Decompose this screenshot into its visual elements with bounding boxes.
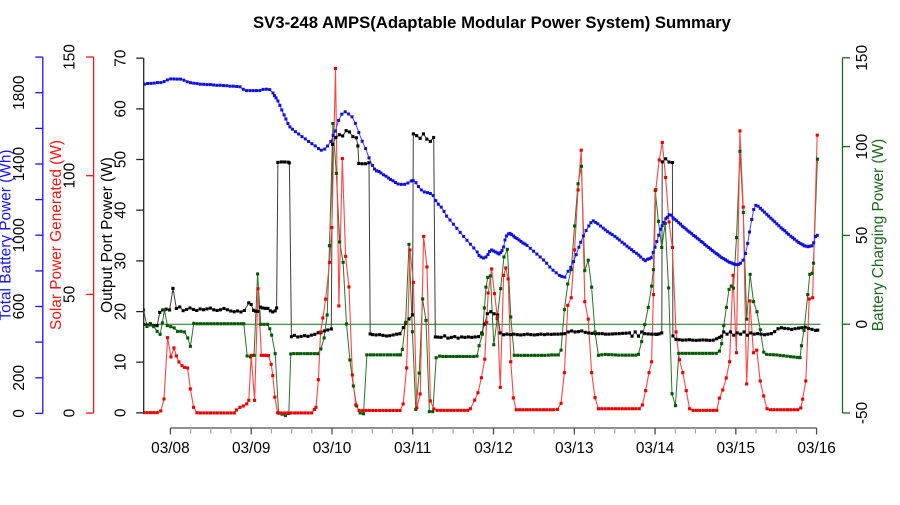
svg-text:150: 150: [62, 44, 79, 70]
svg-text:60: 60: [113, 100, 130, 117]
svg-text:Battery Charging Power (W): Battery Charging Power (W): [870, 139, 887, 331]
svg-text:03/08: 03/08: [151, 440, 190, 457]
svg-text:50: 50: [113, 151, 130, 168]
svg-text:0: 0: [62, 409, 79, 418]
svg-text:600: 600: [11, 294, 28, 320]
svg-text:0: 0: [113, 409, 130, 418]
svg-text:03/13: 03/13: [555, 440, 594, 457]
svg-text:Output Port Power (W): Output Port Power (W): [99, 157, 116, 313]
svg-text:03/11: 03/11: [394, 440, 431, 457]
svg-text:200: 200: [11, 365, 28, 391]
svg-text:03/10: 03/10: [313, 440, 352, 457]
svg-text:100: 100: [62, 163, 79, 189]
svg-text:03/09: 03/09: [232, 440, 271, 457]
svg-text:03/14: 03/14: [636, 440, 675, 457]
svg-text:03/12: 03/12: [474, 440, 513, 457]
svg-text:1400: 1400: [11, 147, 28, 181]
svg-text:50: 50: [62, 286, 79, 303]
svg-text:Solar Power Generated (W): Solar Power Generated (W): [48, 140, 65, 330]
svg-text:03/15: 03/15: [717, 440, 756, 457]
svg-text:100: 100: [854, 134, 871, 160]
svg-text:1800: 1800: [11, 76, 28, 110]
svg-text:0: 0: [854, 320, 871, 329]
svg-text:SV3-248 AMPS(Adaptable Modular: SV3-248 AMPS(Adaptable Modular Power Sys…: [253, 13, 732, 32]
svg-text:150: 150: [854, 45, 871, 71]
svg-text:40: 40: [113, 202, 130, 219]
svg-text:70: 70: [113, 50, 130, 67]
svg-text:03/16: 03/16: [797, 440, 836, 457]
svg-text:30: 30: [113, 252, 130, 269]
svg-text:1000: 1000: [11, 218, 28, 252]
svg-text:10: 10: [113, 354, 130, 371]
svg-text:20: 20: [113, 303, 130, 320]
svg-text:50: 50: [854, 227, 871, 244]
svg-text:-50: -50: [854, 402, 871, 424]
svg-text:Total Battery Power (Wh): Total Battery Power (Wh): [0, 149, 15, 320]
svg-text:0: 0: [11, 409, 28, 418]
